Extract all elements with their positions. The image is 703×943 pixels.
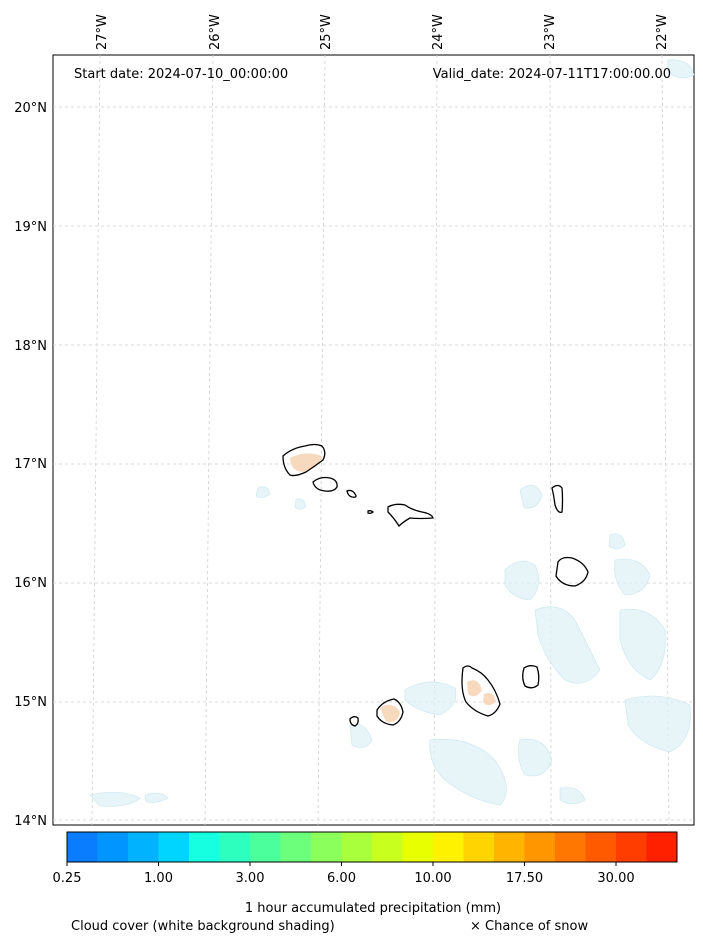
cloud-patch (608, 533, 626, 550)
lat-label-14n: 14°N (14, 814, 47, 829)
island-raso (367, 510, 374, 514)
colorbar-cell (189, 832, 220, 862)
colorbar-cell (524, 832, 556, 862)
cloud-patch (667, 59, 695, 79)
lon-label-26w: 26°W (208, 14, 223, 50)
cloud-patch (559, 787, 586, 805)
colorbar-cell (646, 832, 678, 862)
cloud-patch (404, 681, 457, 716)
cloud-patch (504, 560, 540, 601)
cloud-cover-shading (89, 59, 695, 807)
lon-label-23w: 23°W (543, 14, 558, 50)
cloud-patch (519, 484, 543, 509)
colorbar-tick-label: 1.00 (144, 871, 173, 886)
colorbar-cell (555, 832, 586, 862)
precip-patch (290, 453, 322, 472)
colorbar-cell (158, 832, 190, 862)
lat-label-19n: 19°N (14, 220, 47, 235)
snow-note: × Chance of snow (470, 919, 588, 934)
colorbar-tick-label: 17.50 (506, 871, 543, 886)
colorbar-tick-label: 6.00 (327, 871, 356, 886)
island-boa-vista (555, 556, 589, 587)
lat-label-20n: 20°N (14, 101, 47, 116)
map-frame (52, 54, 695, 826)
cloud-cover-note: Cloud cover (white background shading) (71, 919, 335, 934)
precip-patch (467, 680, 482, 697)
colorbar-cell (67, 832, 98, 862)
colorbar-tick-label: 0.25 (53, 871, 82, 886)
colorbar-cell (372, 832, 403, 862)
island-maio (522, 665, 540, 689)
colorbar-cell (341, 832, 373, 862)
valid-date-label: Valid_date: 2024-07-11T17:00:00.00 (433, 67, 671, 82)
cloud-patch (294, 498, 307, 510)
cloud-patch (624, 695, 691, 753)
start-date-label: Start date: 2024-07-10_00:00:00 (74, 67, 288, 82)
colorbar-cell (402, 832, 434, 862)
meridian-22w (661, 54, 670, 826)
island-fogo (376, 698, 404, 726)
cloud-patch (534, 606, 601, 684)
lat-label-18n: 18°N (14, 339, 47, 354)
lat-label-15n: 15°N (14, 695, 47, 710)
precip-patch (483, 693, 496, 705)
latitude-labels: 20°N 19°N 18°N 17°N 16°N 15°N 14°N (14, 101, 47, 829)
lon-label-22w: 22°W (655, 14, 670, 50)
cloud-patch (518, 738, 553, 777)
cloud-patch (429, 738, 507, 806)
colorbar-cell (250, 832, 281, 862)
meridian-26w (204, 54, 214, 826)
precipitation-shading (290, 453, 496, 723)
colorbar-tick-label: 3.00 (236, 871, 265, 886)
island-coastlines (282, 443, 589, 727)
cloud-patch (614, 558, 651, 596)
colorbar-ticks: 0.25 1.00 3.00 6.00 10.00 17.50 30.00 (53, 862, 635, 886)
cloud-patch (144, 792, 169, 803)
lon-label-27w: 27°W (95, 14, 110, 50)
colorbar-tick-label: 30.00 (597, 871, 634, 886)
colorbar-cell (97, 832, 129, 862)
colorbar-cell (616, 832, 647, 862)
cloud-patch (89, 791, 141, 807)
meridian-27w (91, 54, 101, 826)
graticule (53, 54, 694, 826)
precip-patch (380, 704, 400, 723)
colorbar-cell (433, 832, 464, 862)
island-brava (349, 716, 359, 727)
colorbar-cell (463, 832, 495, 862)
cloud-patch (255, 486, 271, 498)
colorbar (67, 832, 678, 862)
island-santiago (461, 665, 501, 717)
cloud-patch (619, 608, 666, 681)
cloud-patch (349, 723, 373, 748)
colorbar-cell (280, 832, 312, 862)
meridian-24w (433, 54, 438, 826)
lon-label-24w: 24°W (431, 14, 446, 50)
colorbar-cell (311, 832, 342, 862)
colorbar-title: 1 hour accumulated precipitation (mm) (245, 901, 501, 916)
colorbar-outline (66, 831, 678, 863)
colorbar-cell (219, 832, 251, 862)
colorbar-tick-label: 10.00 (414, 871, 451, 886)
lon-label-25w: 25°W (319, 14, 334, 50)
lat-label-16n: 16°N (14, 576, 47, 591)
meridian-25w (317, 54, 326, 826)
colorbar-cell (494, 832, 525, 862)
island-sao-nicolau (387, 503, 434, 528)
colorbar-cell (585, 832, 617, 862)
meridian-23w (549, 54, 552, 826)
lat-label-17n: 17°N (14, 457, 47, 472)
longitude-labels: 27°W 26°W 25°W 24°W 23°W 22°W (95, 14, 670, 50)
island-santo-antao (282, 443, 326, 477)
colorbar-cell (128, 832, 159, 862)
island-santa-luzia (346, 489, 357, 498)
island-sal (551, 484, 564, 513)
island-sao-vicente (312, 476, 338, 492)
